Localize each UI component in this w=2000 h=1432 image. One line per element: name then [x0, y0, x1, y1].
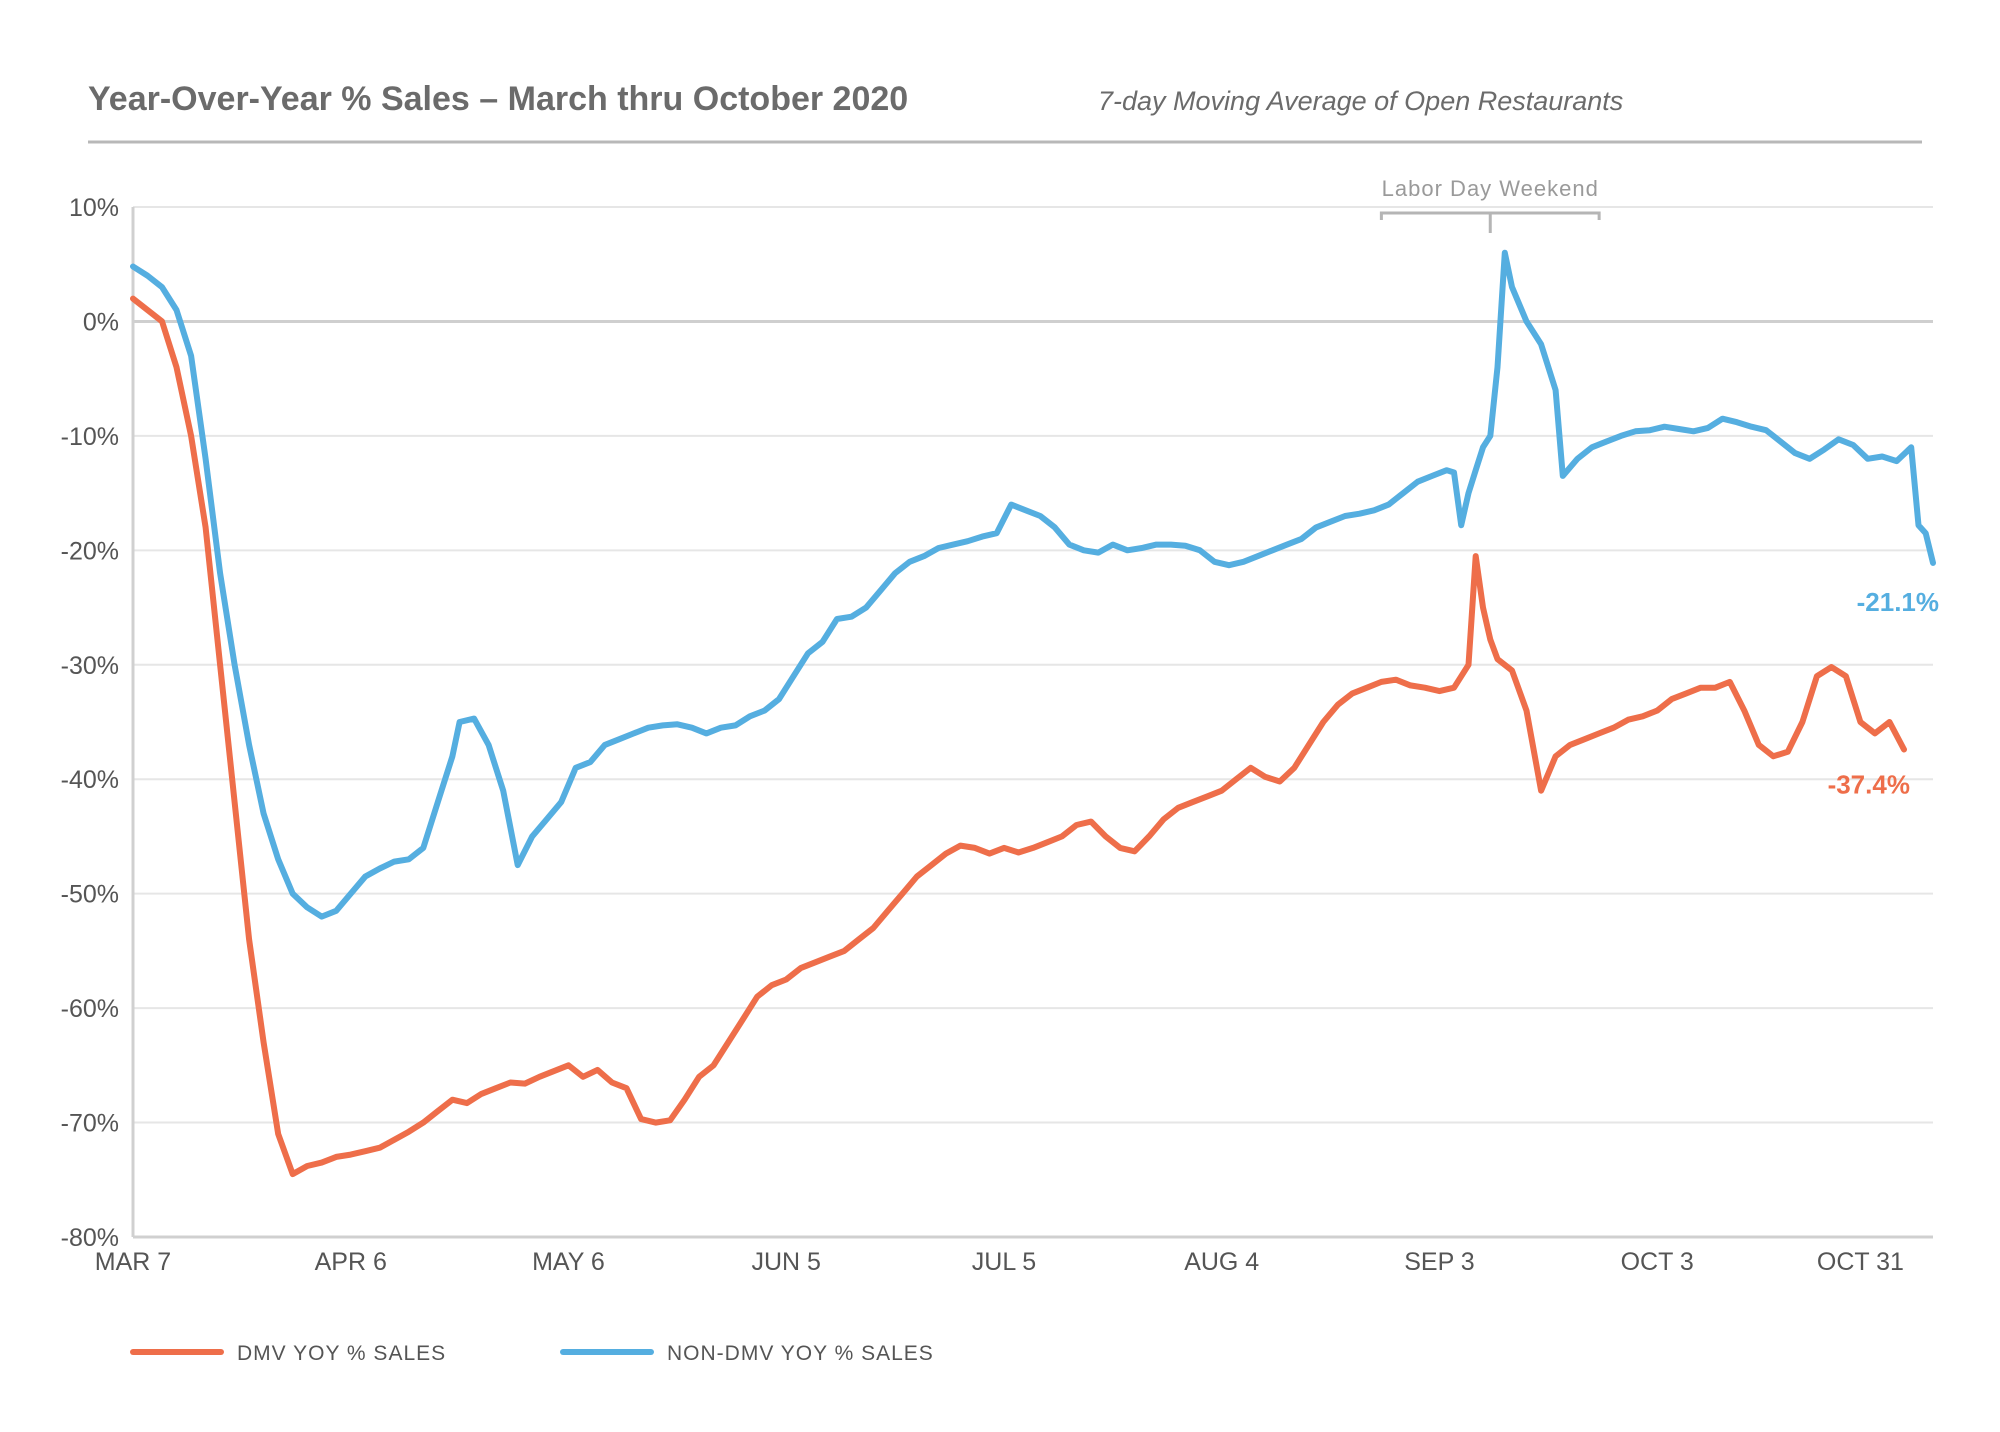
legend-label: NON-DMV YOY % SALES — [667, 1342, 934, 1365]
y-tick-label: -10% — [61, 423, 119, 451]
y-tick-label: -60% — [61, 995, 119, 1023]
x-axis-ticks: MAR 7 APR 6 MAY 6 JUN 5 JUL 5 AUG 4 SEP 3 OCT 3… — [95, 1248, 1904, 1276]
x-tick-label: SEP 3 — [1404, 1248, 1474, 1276]
x-tick-label: OCT 3 — [1621, 1248, 1694, 1276]
y-tick-label: -50% — [61, 881, 119, 909]
annotation-bracket — [1379, 211, 1601, 233]
dmv-end-label: -37.4% — [1828, 769, 1910, 799]
y-tick-label: -80% — [61, 1224, 119, 1252]
legend: DMV YOY % SALES NON-DMV YOY % SALES — [130, 1342, 934, 1365]
x-tick-label: JUN 5 — [751, 1248, 820, 1276]
series-lines — [130, 249, 1936, 1178]
x-tick-label: MAY 6 — [532, 1248, 605, 1276]
y-tick-label: -40% — [61, 766, 119, 794]
y-tick-label: -20% — [61, 537, 119, 565]
y-tick-label: 0% — [83, 308, 119, 336]
x-tick-label: APR 6 — [315, 1248, 387, 1276]
dmv-series-line — [130, 295, 1907, 1178]
chart-title: Year-Over-Year % Sales – March thru Octo… — [88, 80, 908, 118]
y-tick-label: 10% — [69, 194, 119, 222]
x-tick-label: OCT 31 — [1817, 1248, 1904, 1276]
grid — [131, 206, 1933, 1239]
x-tick-label: MAR 7 — [95, 1248, 171, 1276]
chart-subtitle: 7-day Moving Average of Open Restaurants — [1098, 86, 1623, 116]
non-dmv-series-line — [130, 249, 1936, 920]
y-tick-label: -70% — [61, 1110, 119, 1138]
y-tick-label: -30% — [61, 652, 119, 680]
labor-day-annotation: Labor Day Weekend — [1379, 176, 1601, 233]
x-tick-label: JUL 5 — [972, 1248, 1036, 1276]
end-labels: -37.4% -21.1% — [1828, 587, 1939, 800]
legend-label: DMV YOY % SALES — [237, 1342, 446, 1365]
x-tick-label: AUG 4 — [1184, 1248, 1259, 1276]
non-dmv-end-label: -21.1% — [1857, 587, 1939, 617]
annotation-label: Labor Day Weekend — [1382, 176, 1599, 201]
y-axis-ticks: 10% 0% -10% -20% -30% -40% -50% -60% -70% -80% — [61, 194, 119, 1252]
